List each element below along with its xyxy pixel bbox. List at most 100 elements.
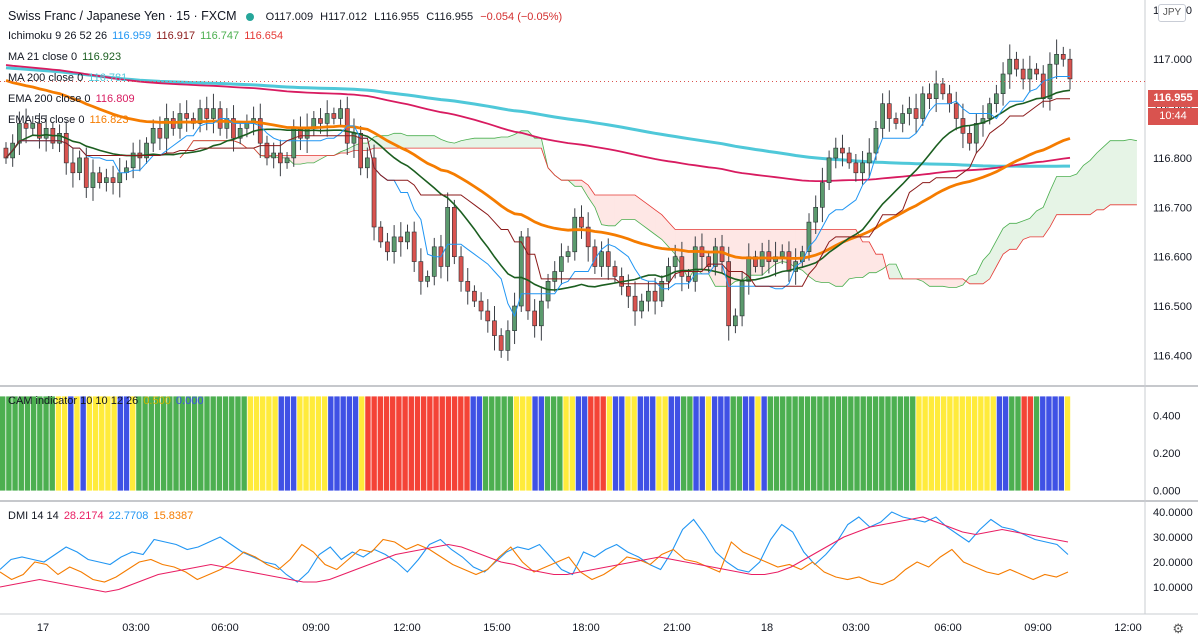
ichimoku-cloud	[855, 229, 863, 278]
legend-ichimoku[interactable]: Ichimoku 9 26 52 26 116.959 116.917 116.…	[8, 30, 285, 42]
legend-ema200[interactable]: EMA 200 close 0 116.809	[8, 93, 137, 105]
cam-bar	[303, 396, 309, 491]
candle-body	[1067, 58, 1073, 80]
ichimoku-cloud	[521, 130, 528, 149]
cam-bar	[154, 396, 161, 491]
ichimoku-cloud	[1043, 191, 1050, 237]
cam-bar	[581, 396, 588, 491]
cam-bar	[538, 396, 544, 491]
legend-ma21[interactable]: MA 21 close 0 116.923	[8, 51, 123, 63]
candle-body	[545, 280, 551, 302]
candle-body	[324, 113, 330, 124]
candle-body	[418, 261, 424, 282]
ohlc-close: C116.955	[426, 11, 474, 23]
ichimoku-cloud	[481, 138, 488, 149]
candle-body	[706, 256, 711, 267]
cam-bar	[0, 396, 6, 491]
ichimoku-cloud	[594, 194, 602, 225]
cam-bar	[383, 396, 390, 491]
cam-bar	[569, 396, 575, 491]
ichimoku-cloud	[467, 138, 475, 149]
legend-cam-label: CAM indicator 10 10 12 26	[8, 395, 139, 407]
candle-body	[37, 123, 42, 139]
candle-body	[358, 133, 364, 169]
legend-ema55[interactable]: EMA 55 close 0 116.823	[8, 114, 130, 126]
candle-body	[558, 256, 564, 272]
cam-bar	[699, 396, 705, 491]
cam-bar	[625, 396, 631, 491]
candle-body	[1060, 53, 1066, 60]
ohlc-change: −0.054 (−0.05%)	[480, 11, 563, 23]
cam-bar	[1033, 396, 1040, 491]
legend-ma200[interactable]: MA 200 close 0 116.781	[8, 72, 129, 84]
candle-body	[953, 103, 959, 119]
candle-body	[585, 226, 591, 248]
candle-body	[478, 300, 484, 312]
candle-body	[492, 320, 497, 336]
cam-bar	[637, 396, 644, 491]
time-tick-label: 06:00	[211, 622, 239, 634]
ichimoku-cloud	[1056, 176, 1064, 215]
legend-ma200-value: 116.781	[88, 72, 128, 84]
ichimoku-cloud	[474, 138, 482, 149]
cam-bar	[761, 396, 767, 491]
cam-bar	[377, 396, 384, 491]
dmi-tick-label: 10.0000	[1153, 582, 1193, 594]
cam-bar	[1058, 396, 1065, 491]
countdown-badge: 10:44	[1148, 108, 1198, 125]
candle-body	[686, 276, 691, 282]
ichimoku-cloud	[527, 130, 535, 149]
cam-bar	[668, 396, 674, 491]
ma21-line	[5, 89, 1071, 291]
cam-bar	[433, 396, 439, 491]
candle-body	[572, 216, 578, 253]
currency-button[interactable]: JPY	[1158, 4, 1186, 22]
cam-bar	[86, 396, 93, 491]
ichimoku-cloud	[1130, 139, 1137, 205]
legend-dmi[interactable]: DMI 14 14 28.2174 22.7708 15.8387	[8, 510, 195, 522]
ichimoku-cloud	[815, 229, 823, 283]
ichimoku-cloud	[313, 155, 321, 163]
settings-gear-icon[interactable]: ⚙	[1172, 621, 1184, 636]
cam-bar	[520, 396, 526, 491]
ichimoku-kijun	[5, 98, 1070, 287]
ichimoku-cloud	[1123, 139, 1131, 205]
ichimoku-cloud	[501, 136, 508, 149]
legend-dmi-value: 22.7708	[108, 510, 149, 522]
candle-body	[532, 310, 537, 327]
cam-bar	[92, 396, 99, 491]
cam-bar	[786, 396, 792, 491]
cam-bar	[934, 396, 941, 491]
candle-body	[431, 246, 437, 277]
candle-body	[672, 256, 678, 267]
cam-bar	[179, 396, 185, 491]
cam-bar	[235, 396, 241, 491]
cam-bar	[804, 396, 811, 491]
ohlc-open: O117.009	[265, 11, 314, 23]
candle-body	[144, 142, 149, 159]
ichimoku-cloud	[588, 185, 595, 208]
ichimoku-cloud	[1076, 165, 1084, 215]
candle-body	[271, 152, 277, 159]
cam-bar	[80, 396, 86, 491]
time-tick-label: 12:00	[1114, 622, 1142, 634]
ichimoku-cloud	[922, 278, 930, 287]
ichimoku-cloud	[889, 264, 897, 279]
cam-bar	[222, 396, 229, 491]
cam-bar	[978, 396, 984, 491]
ichimoku-cloud	[869, 241, 876, 273]
candle-body	[753, 256, 758, 267]
cam-bar	[315, 396, 322, 491]
cam-bar	[532, 396, 538, 491]
legend-cam[interactable]: CAM indicator 10 10 12 26 0.500 0.000	[8, 395, 205, 407]
cam-bar	[297, 396, 303, 491]
candle-body	[726, 261, 731, 327]
candle-body	[204, 108, 210, 119]
symbol-name: Swiss Franc / Japanese Yen	[8, 9, 166, 23]
candle-body	[1014, 58, 1019, 70]
candle-body	[378, 226, 384, 243]
cam-bar	[247, 396, 254, 491]
ichimoku-cloud	[1110, 140, 1117, 205]
cam-bar	[916, 396, 922, 491]
